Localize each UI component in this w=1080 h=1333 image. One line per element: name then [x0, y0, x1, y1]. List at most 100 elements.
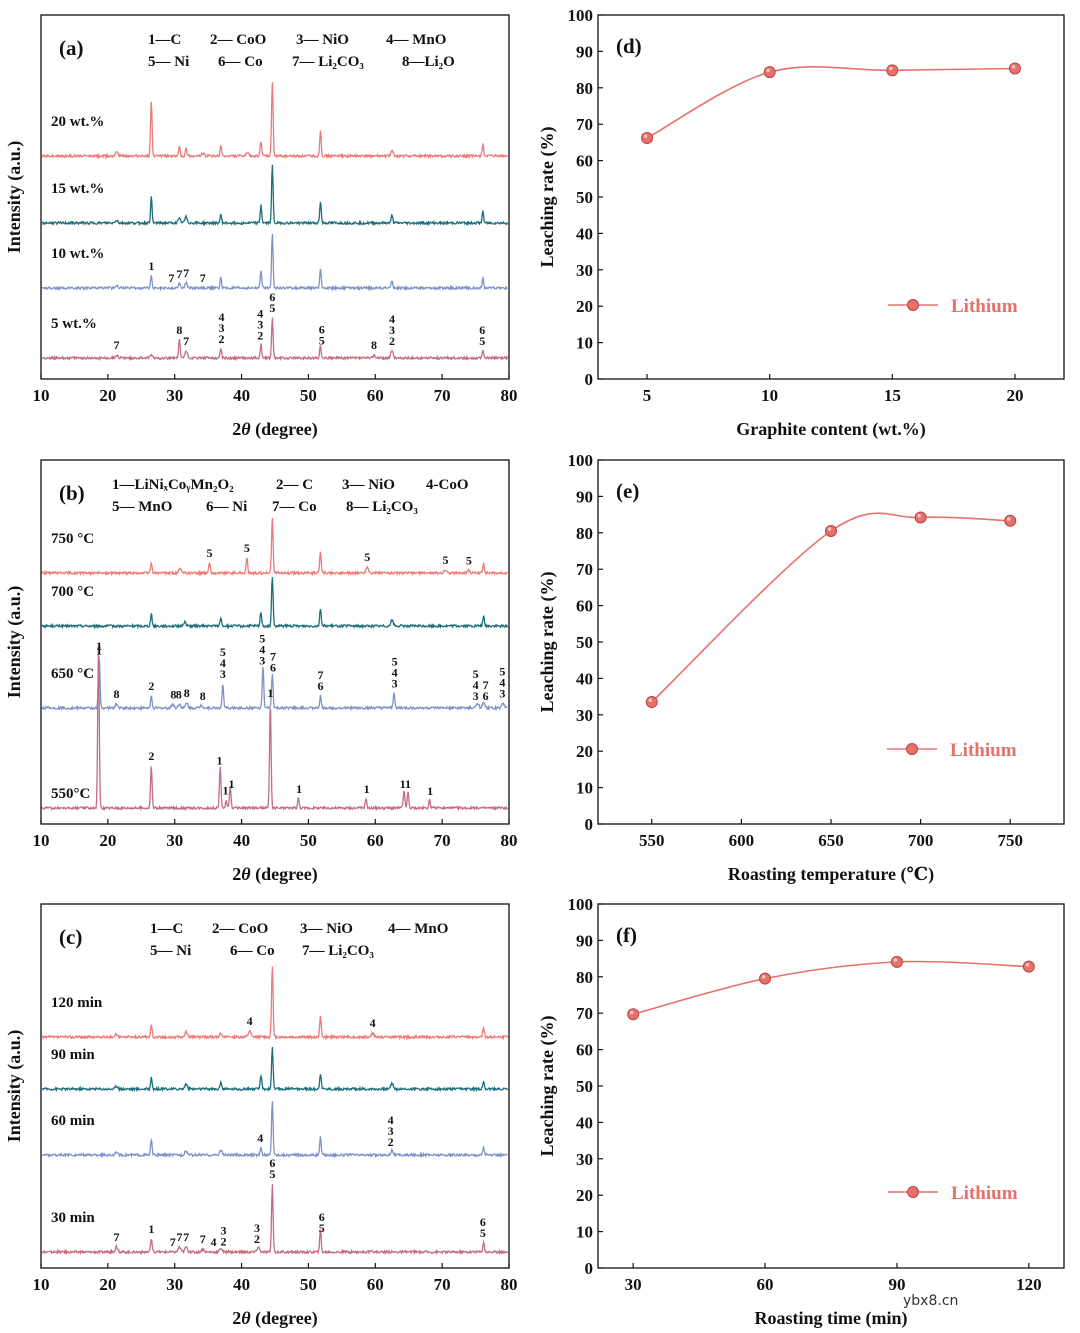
xrd-pattern-15-wt-	[41, 164, 509, 227]
legend-entry: 6— Co	[218, 54, 263, 70]
xrd-panel-a: 20 wt.%15 wt.%10 wt.%5 wt.%17 7 7 778743243…	[4, 14, 518, 440]
peak-label: 5	[499, 665, 505, 679]
peak-label: 7	[483, 678, 489, 692]
xrd-pattern-550-c	[41, 645, 509, 812]
peak-label: 7	[168, 271, 174, 285]
x-tick-label: 40	[233, 1275, 250, 1294]
legend-entry: 1—C	[148, 32, 181, 48]
legend-entry: 7— Co	[272, 499, 317, 515]
point-highlight	[893, 958, 898, 962]
point-highlight	[1006, 517, 1011, 521]
x-tick-label: 750	[997, 831, 1023, 850]
x-tick-label: 60	[757, 1275, 774, 1294]
peak-label: 6	[269, 290, 275, 304]
peak-label: 7	[317, 668, 323, 682]
legend-entry: 3— NiO	[342, 477, 395, 493]
peak-label: 8	[371, 338, 377, 352]
x-tick-label: 60	[367, 386, 384, 405]
legend-entry: 8—Li₂O	[402, 54, 455, 70]
peak-label: 6	[319, 1210, 325, 1224]
y-tick-label: 70	[576, 560, 593, 579]
x-tick-label: 70	[434, 1275, 451, 1294]
x-tick-label: 30	[625, 1275, 642, 1294]
point-highlight	[1011, 64, 1016, 69]
lithium-point	[645, 696, 658, 709]
peak-label: 7	[170, 1235, 176, 1249]
series-label: 60 min	[51, 1113, 95, 1129]
peak-label: 2	[219, 332, 225, 346]
y-tick-label: 80	[576, 79, 593, 98]
panel-label: (a)	[59, 36, 84, 60]
xrd-pattern-700-c	[41, 577, 509, 630]
y-tick-label: 60	[576, 152, 593, 171]
y-tick-label: 0	[585, 370, 594, 389]
x-tick-label: 70	[434, 831, 451, 850]
peak-label: 2	[221, 1234, 227, 1248]
peak-label: 4	[219, 310, 225, 324]
peak-label: 7	[183, 266, 189, 280]
x-tick-label: 20	[99, 831, 116, 850]
x-tick-label: 50	[300, 831, 317, 850]
peak-label: 4	[210, 1235, 216, 1249]
peak-label: 8	[176, 687, 182, 701]
x-tick-label: 20	[99, 386, 116, 405]
peak-label: 5	[392, 655, 398, 669]
peak-label: 8	[200, 689, 206, 703]
peak-label: 2	[388, 1135, 394, 1149]
series-label: 750 °C	[51, 531, 94, 547]
x-axis-label: 2θ (degree)	[232, 864, 317, 885]
peak-label: 4	[388, 1113, 394, 1127]
peak-label: 1	[217, 753, 223, 767]
legend-label: Lithium	[951, 1183, 1018, 1204]
peak-label: 7	[114, 338, 120, 352]
xrd-pattern-20-wt-	[41, 82, 509, 160]
peak-label: 3	[254, 1221, 260, 1235]
point-highlight	[761, 975, 766, 979]
peak-label: 4	[473, 678, 479, 692]
x-axis-label: 2θ (degree)	[232, 1308, 317, 1329]
y-tick-label: 10	[576, 334, 593, 353]
peak-label: 5	[269, 1167, 275, 1181]
legend-entry: 4— MnO	[388, 921, 448, 937]
peak-label: 5	[480, 1226, 486, 1240]
panel-label: (f)	[616, 923, 637, 947]
legend-label: Lithium	[951, 296, 1018, 317]
point-highlight	[1025, 963, 1030, 967]
x-tick-label: 60	[367, 1275, 384, 1294]
peak-label: 1	[148, 1222, 154, 1236]
y-tick-label: 30	[576, 261, 593, 280]
peak-label: 1	[223, 784, 229, 798]
lithium-point	[914, 511, 927, 524]
x-axis-label: 2θ (degree)	[232, 419, 317, 440]
y-tick-label: 90	[576, 42, 593, 61]
x-tick-label: 80	[501, 386, 518, 405]
peak-label: 5	[269, 301, 275, 315]
y-tick-label: 10	[576, 779, 593, 798]
y-tick-label: 40	[576, 224, 593, 243]
peak-label: 1	[427, 784, 433, 798]
series-label: 550°C	[51, 786, 90, 802]
peak-label: 1	[96, 639, 102, 653]
plot-frame	[40, 14, 510, 380]
x-tick-label: 80	[501, 831, 518, 850]
y-tick-label: 0	[585, 815, 594, 834]
peak-label: 3	[388, 1124, 394, 1138]
peak-label: 6	[479, 323, 485, 337]
peak-label: 4	[392, 666, 398, 680]
peak-label: 5	[319, 1221, 325, 1235]
y-tick-label: 20	[576, 297, 593, 316]
y-tick-label: 40	[576, 1113, 593, 1132]
xrd-pattern-30-min	[42, 1184, 509, 1256]
panel-label: (b)	[59, 481, 85, 505]
peak-label: 3	[473, 689, 479, 703]
legend-entry: 7— Li₂CO₃	[302, 943, 374, 959]
peak-label: 7	[200, 1232, 206, 1246]
xrd-pattern-120-min	[41, 966, 509, 1041]
y-tick-label: 70	[576, 115, 593, 134]
peak-label: 3	[259, 653, 265, 667]
legend-entry: 8— Li₂CO₃	[346, 499, 418, 515]
y-tick-label: 50	[576, 1077, 593, 1096]
x-tick-label: 15	[884, 386, 901, 405]
series-label: 10 wt.%	[51, 246, 104, 262]
